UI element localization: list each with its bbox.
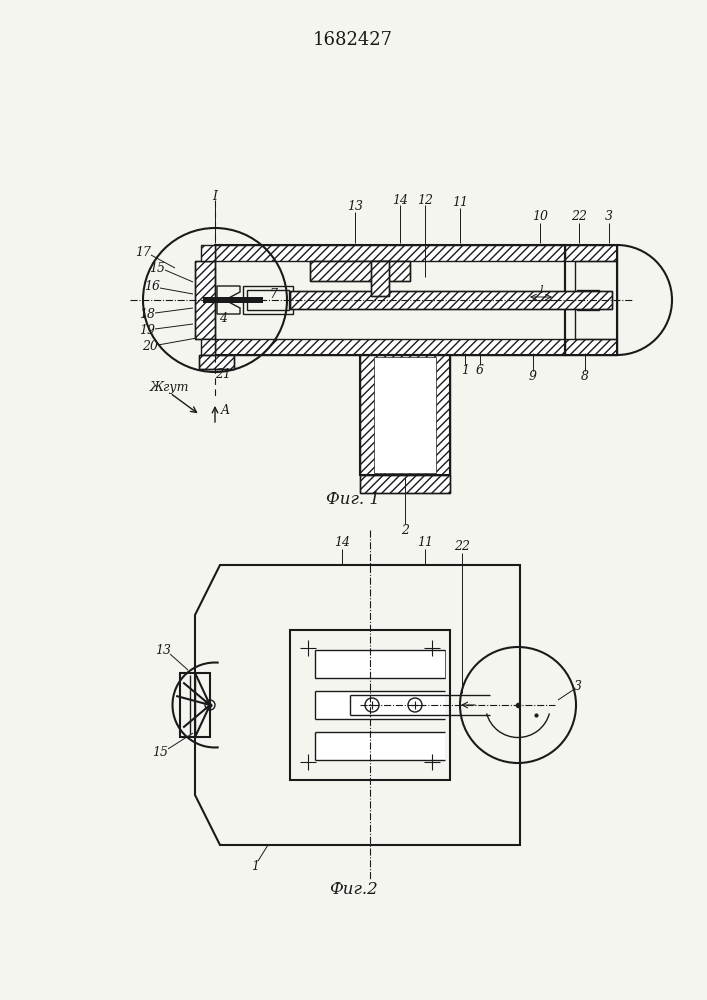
Bar — [290, 630, 450, 780]
Bar — [247, 290, 289, 310]
Text: 3: 3 — [605, 211, 613, 224]
Text: 7: 7 — [269, 288, 277, 300]
Text: Фиг.2: Фиг.2 — [329, 882, 378, 898]
Text: 3: 3 — [574, 680, 582, 694]
Text: 11: 11 — [417, 536, 433, 550]
Bar — [201, 245, 215, 261]
Text: 17: 17 — [135, 245, 151, 258]
Text: 21: 21 — [215, 368, 231, 381]
Bar — [215, 339, 565, 355]
Bar — [315, 650, 445, 678]
Bar — [180, 673, 210, 737]
Text: 9: 9 — [529, 370, 537, 383]
Text: 14: 14 — [334, 536, 350, 550]
Bar — [310, 261, 410, 281]
Text: 15: 15 — [149, 261, 165, 274]
Text: 8: 8 — [581, 370, 589, 383]
Bar — [290, 291, 612, 309]
Text: 12: 12 — [417, 194, 433, 207]
Bar — [310, 261, 410, 281]
Text: 22: 22 — [454, 540, 470, 554]
Bar — [565, 339, 617, 355]
Bar — [315, 732, 445, 760]
Text: 4: 4 — [219, 312, 227, 324]
Text: 6: 6 — [476, 363, 484, 376]
Bar — [215, 245, 565, 261]
Bar — [290, 291, 612, 309]
Text: 15: 15 — [152, 746, 168, 760]
Bar — [243, 286, 293, 314]
Bar — [315, 691, 445, 719]
Bar — [371, 261, 389, 296]
Bar — [575, 261, 617, 339]
Text: 13: 13 — [347, 200, 363, 214]
Text: 1682427: 1682427 — [313, 31, 393, 49]
Bar — [360, 355, 450, 475]
Text: 10: 10 — [532, 211, 548, 224]
Circle shape — [585, 297, 591, 303]
Bar — [374, 357, 436, 473]
Bar — [360, 355, 450, 475]
Text: A: A — [221, 403, 230, 416]
Bar — [371, 261, 389, 296]
Bar — [203, 297, 263, 303]
Bar — [201, 339, 215, 355]
Text: 1: 1 — [461, 363, 469, 376]
Text: l: l — [539, 285, 543, 295]
Bar — [199, 355, 234, 369]
Text: Жгут: Жгут — [150, 380, 189, 393]
Text: 2: 2 — [401, 524, 409, 536]
Text: 16: 16 — [144, 279, 160, 292]
Bar — [195, 261, 215, 339]
Bar — [360, 475, 450, 493]
Text: 11: 11 — [452, 196, 468, 210]
Bar — [565, 245, 617, 261]
Text: 14: 14 — [392, 194, 408, 207]
Bar — [199, 355, 234, 369]
Text: 1: 1 — [251, 860, 259, 874]
Text: 19: 19 — [139, 324, 155, 336]
Text: 18: 18 — [139, 308, 155, 320]
Bar — [215, 245, 565, 355]
Text: 22: 22 — [571, 211, 587, 224]
Text: 13: 13 — [155, 644, 171, 656]
Text: 20: 20 — [142, 340, 158, 353]
Bar — [360, 475, 450, 493]
Bar — [577, 290, 599, 310]
Bar — [565, 245, 617, 355]
Text: Фиг. 1: Фиг. 1 — [326, 491, 380, 508]
Bar — [195, 261, 215, 339]
Text: I: I — [213, 190, 218, 204]
